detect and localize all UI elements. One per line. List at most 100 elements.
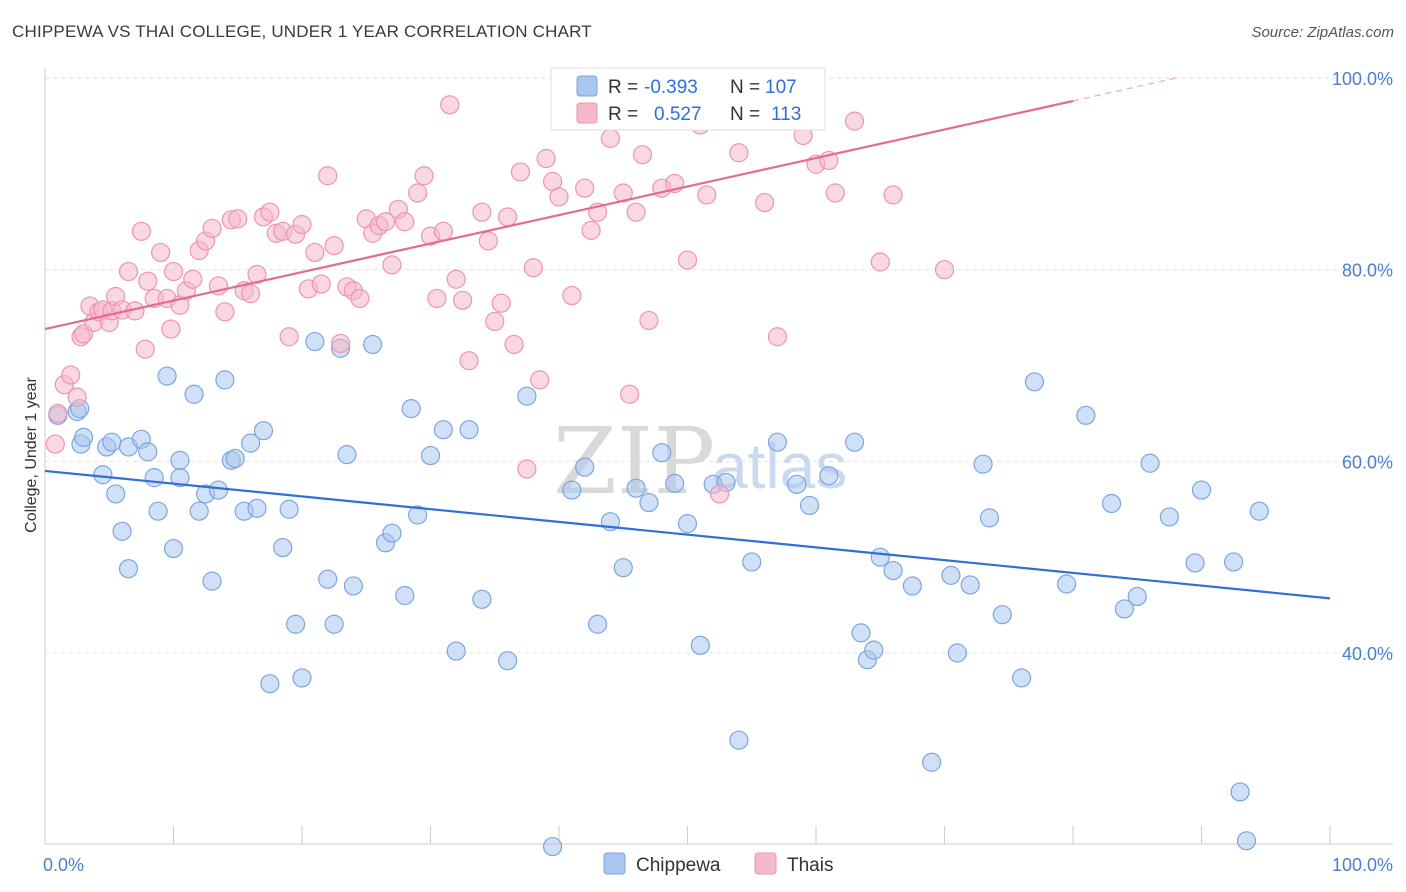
chippewa-point-23: [202, 571, 222, 591]
y-tick-label-1: 60.0%: [1342, 452, 1393, 472]
chippewa-point-71: [742, 552, 762, 572]
chippewa-point-91: [1024, 372, 1045, 392]
thais-point-15: [118, 261, 139, 282]
chippewa-point-80: [870, 547, 890, 567]
thais-point-39: [260, 202, 280, 222]
thais-point-81: [575, 178, 595, 198]
thais-point-53: [350, 288, 370, 309]
chippewa-point-38: [318, 569, 338, 589]
chippewa-point-64: [652, 443, 672, 463]
chippewa-point-46: [395, 585, 415, 606]
thais-point-93: [697, 185, 717, 205]
chippewa-point-51: [446, 641, 466, 661]
legend-n-value-thais: 113: [771, 104, 801, 125]
legend-r-value-chippewa: -0.393: [644, 77, 698, 98]
chippewa-point-3: [73, 427, 94, 447]
thais-point-67: [446, 269, 466, 289]
thais-point-94: [710, 484, 730, 504]
chippewa-point-37: [305, 331, 325, 352]
thais-point-44: [292, 215, 312, 235]
thais-trend-line-extension: [1072, 77, 1176, 102]
thais-point-27: [183, 269, 203, 289]
y-axis-label: College, Under 1 year: [23, 377, 40, 533]
chart-source: Source: ZipAtlas.com: [1251, 24, 1394, 41]
thais-point-0: [45, 434, 65, 454]
chippewa-point-20: [184, 384, 204, 404]
chippewa-point-35: [285, 614, 306, 634]
chippewa-trend-line: [44, 469, 1331, 600]
chippewa-point-19: [170, 468, 190, 488]
chippewa-point-49: [420, 445, 441, 466]
chippewa-point-63: [639, 492, 659, 513]
bottom-legend-swatch-thais: [754, 852, 777, 875]
thais-point-72: [485, 311, 505, 332]
chippewa-point-84: [941, 565, 961, 585]
thais-point-64: [427, 288, 447, 309]
chippewa-point-43: [363, 334, 383, 355]
chippewa-point-76: [844, 432, 865, 452]
thais-point-69: [459, 351, 479, 371]
thais-point-88: [639, 310, 659, 331]
chippewa-point-24: [208, 480, 229, 500]
legend-r-label-thais: R =: [608, 104, 638, 125]
chippewa-point-94: [1101, 493, 1122, 514]
thais-point-107: [504, 334, 524, 355]
thais-point-74: [510, 162, 531, 182]
thais-point-1: [48, 403, 68, 424]
thais-point-68: [453, 290, 473, 310]
chippewa-point-74: [799, 495, 820, 516]
thais-point-23: [161, 319, 181, 339]
chippewa-point-36: [292, 668, 312, 688]
bottom-legend-label-chippewa: Chippewa: [636, 855, 721, 876]
chippewa-point-72: [767, 432, 788, 452]
bottom-legend-swatch-chippewa: [603, 852, 626, 875]
thais-point-4: [67, 387, 87, 407]
thais-point-105: [934, 260, 955, 280]
chippewa-point-41: [337, 445, 357, 465]
thais-point-97: [767, 327, 788, 347]
top-legend: R = -0.393 N = 107 R = 0.527 N = 113: [550, 67, 826, 131]
chippewa-point-103: [1236, 831, 1257, 851]
thais-point-75: [517, 459, 537, 479]
thais-point-65: [433, 221, 453, 241]
chippewa-point-39: [324, 614, 344, 634]
chippewa-point-16: [157, 366, 177, 386]
thais-point-60: [395, 212, 415, 232]
legend-n-label-chippewa: N =: [730, 77, 760, 98]
legend-n-label-thais: N =: [730, 104, 760, 125]
chippewa-point-52: [459, 420, 479, 440]
chippewa-point-100: [1191, 480, 1212, 500]
x-tick-label-0: 0.0%: [43, 855, 84, 875]
chippewa-point-97: [1140, 453, 1160, 473]
thais-point-86: [626, 202, 646, 222]
thais-point-87: [632, 145, 653, 165]
thais-point-24: [163, 261, 184, 282]
chippewa-point-75: [819, 466, 839, 486]
thais-point-76: [523, 258, 543, 278]
thais-point-79: [549, 187, 569, 207]
thais-point-102: [844, 111, 865, 131]
chippewa-point-58: [575, 457, 595, 477]
chippewa-point-47: [401, 399, 421, 419]
chippewa-point-66: [677, 514, 698, 534]
chippewa-point-92: [1056, 574, 1077, 594]
thais-point-49: [324, 236, 344, 256]
chippewa-point-96: [1127, 586, 1147, 607]
thais-point-30: [202, 218, 222, 239]
chippewa-point-34: [279, 499, 299, 519]
thais-point-71: [478, 231, 498, 251]
thais-point-80: [562, 285, 582, 306]
chippewa-point-85: [947, 643, 967, 663]
chippewa-point-14: [144, 468, 164, 488]
chippewa-point-9: [106, 484, 126, 504]
thais-point-17: [131, 221, 151, 241]
thais-point-48: [318, 166, 338, 186]
thais-point-18: [135, 339, 155, 359]
chippewa-point-10: [112, 521, 132, 541]
thais-point-77: [536, 148, 556, 169]
chippewa-point-25: [215, 370, 235, 390]
chippewa-point-33: [273, 537, 293, 558]
chippewa-point-101: [1224, 552, 1244, 572]
thais-point-50: [330, 333, 351, 354]
chippewa-point-42: [343, 576, 363, 596]
